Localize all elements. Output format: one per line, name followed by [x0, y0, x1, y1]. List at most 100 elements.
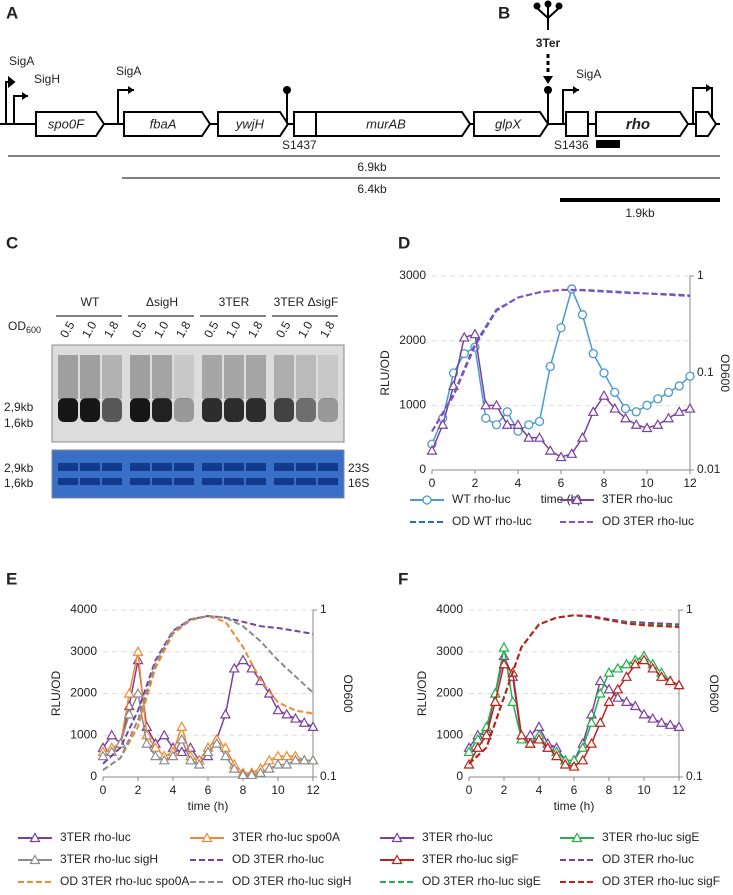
legend-label: OD WT rho-luc: [452, 514, 532, 528]
gene: glpX: [495, 116, 522, 131]
rrna-band: [274, 463, 294, 471]
marker: [550, 750, 563, 761]
smear: [58, 355, 78, 399]
rrna-band: [152, 478, 172, 485]
marker: [594, 675, 606, 686]
lane-label: 0.5: [273, 319, 294, 341]
marker: [158, 729, 170, 740]
marker: [612, 691, 624, 702]
marker: [620, 658, 633, 669]
legend-label: OD 3TER rho-luc: [232, 852, 324, 866]
band: [318, 398, 338, 422]
marker: [272, 758, 284, 769]
smear: [202, 355, 222, 399]
x-tick-label: 4: [536, 783, 543, 797]
marker: [507, 696, 519, 706]
legend-label: OD 3TER rho-luc spo0A: [60, 874, 189, 888]
lane-label: 1.0: [151, 319, 172, 341]
rrna-band: [58, 463, 78, 471]
smear: [246, 355, 266, 399]
length: 6.9kb: [357, 160, 387, 174]
rrna-gel: [51, 449, 345, 499]
y2-axis-label: OD600: [341, 674, 355, 712]
y2-tick-label: 0.1: [686, 769, 703, 783]
marker: [612, 662, 624, 673]
legend-label: WT rho-luc: [452, 492, 510, 506]
rrna-band: [102, 463, 122, 471]
gene: ywjH: [235, 116, 265, 131]
y-tick-label: 3000: [70, 644, 97, 658]
marker: [631, 407, 641, 417]
legend-label: OD 3TER rho-luc: [602, 852, 694, 866]
marker: [463, 758, 475, 769]
marker: [524, 420, 534, 430]
legend-label: OD 3TER rho-luc sigH: [232, 874, 351, 888]
marker: [533, 431, 546, 442]
terminator: [283, 86, 291, 94]
legend-marker: [571, 832, 583, 843]
marker: [281, 758, 293, 769]
y-tick-label: 2000: [70, 686, 97, 700]
marker: [263, 762, 275, 773]
marker: [289, 712, 302, 723]
legend-label: 3TER rho-luc: [422, 830, 493, 844]
marker: [184, 754, 197, 765]
promoter: SigA: [116, 64, 141, 78]
y-tick-label: 1000: [436, 727, 463, 741]
y2-axis-label: OD600: [718, 354, 732, 392]
arrow-head: [8, 78, 28, 100]
x-tick-label: 2: [501, 783, 508, 797]
marker: [211, 737, 223, 748]
rrna-band: [224, 478, 244, 485]
marker: [619, 412, 632, 423]
marker: [642, 400, 652, 410]
marker: [638, 654, 650, 665]
band: [58, 398, 78, 422]
band: [152, 398, 172, 422]
smear: [102, 355, 122, 399]
terminator: [286, 92, 549, 124]
marker: [588, 348, 598, 359]
marker: [219, 750, 232, 761]
rrna-band: [296, 463, 316, 471]
rrna-band: [202, 478, 222, 485]
marker: [647, 712, 659, 723]
marker: [132, 687, 144, 698]
marker: [673, 679, 685, 690]
rrna-band: [224, 463, 244, 471]
northern-blot: [51, 344, 345, 443]
marker: [566, 448, 578, 458]
marker: [307, 721, 319, 731]
marker: [603, 666, 615, 677]
marker: [585, 737, 598, 748]
x-axis-label: time (h): [188, 799, 229, 813]
marker: [158, 754, 170, 765]
marker: [281, 708, 293, 719]
marker: [544, 444, 556, 455]
marker: [219, 708, 232, 719]
marker: [533, 733, 545, 744]
y2-axis-label: OD600: [707, 674, 721, 712]
panel-label: C: [6, 233, 18, 252]
marker: [555, 451, 567, 462]
marker: [655, 671, 668, 681]
arrow-head: [543, 76, 553, 84]
x-tick-label: 10: [637, 783, 651, 797]
marker: [469, 328, 481, 339]
marker: [577, 742, 589, 752]
marker: [298, 717, 310, 727]
y-tick-label: 1000: [70, 727, 97, 741]
band: [202, 398, 222, 422]
marker: [545, 361, 555, 372]
x-tick-label: 8: [606, 783, 613, 797]
series-line: [431, 288, 691, 432]
y-tick-label: 2000: [399, 333, 426, 347]
y-tick-label: 3000: [399, 268, 426, 282]
site: S1437: [282, 138, 317, 152]
marker: [489, 696, 501, 706]
group-label: ΔsigH: [146, 295, 178, 309]
series-line: [102, 615, 314, 765]
marker: [272, 704, 284, 715]
